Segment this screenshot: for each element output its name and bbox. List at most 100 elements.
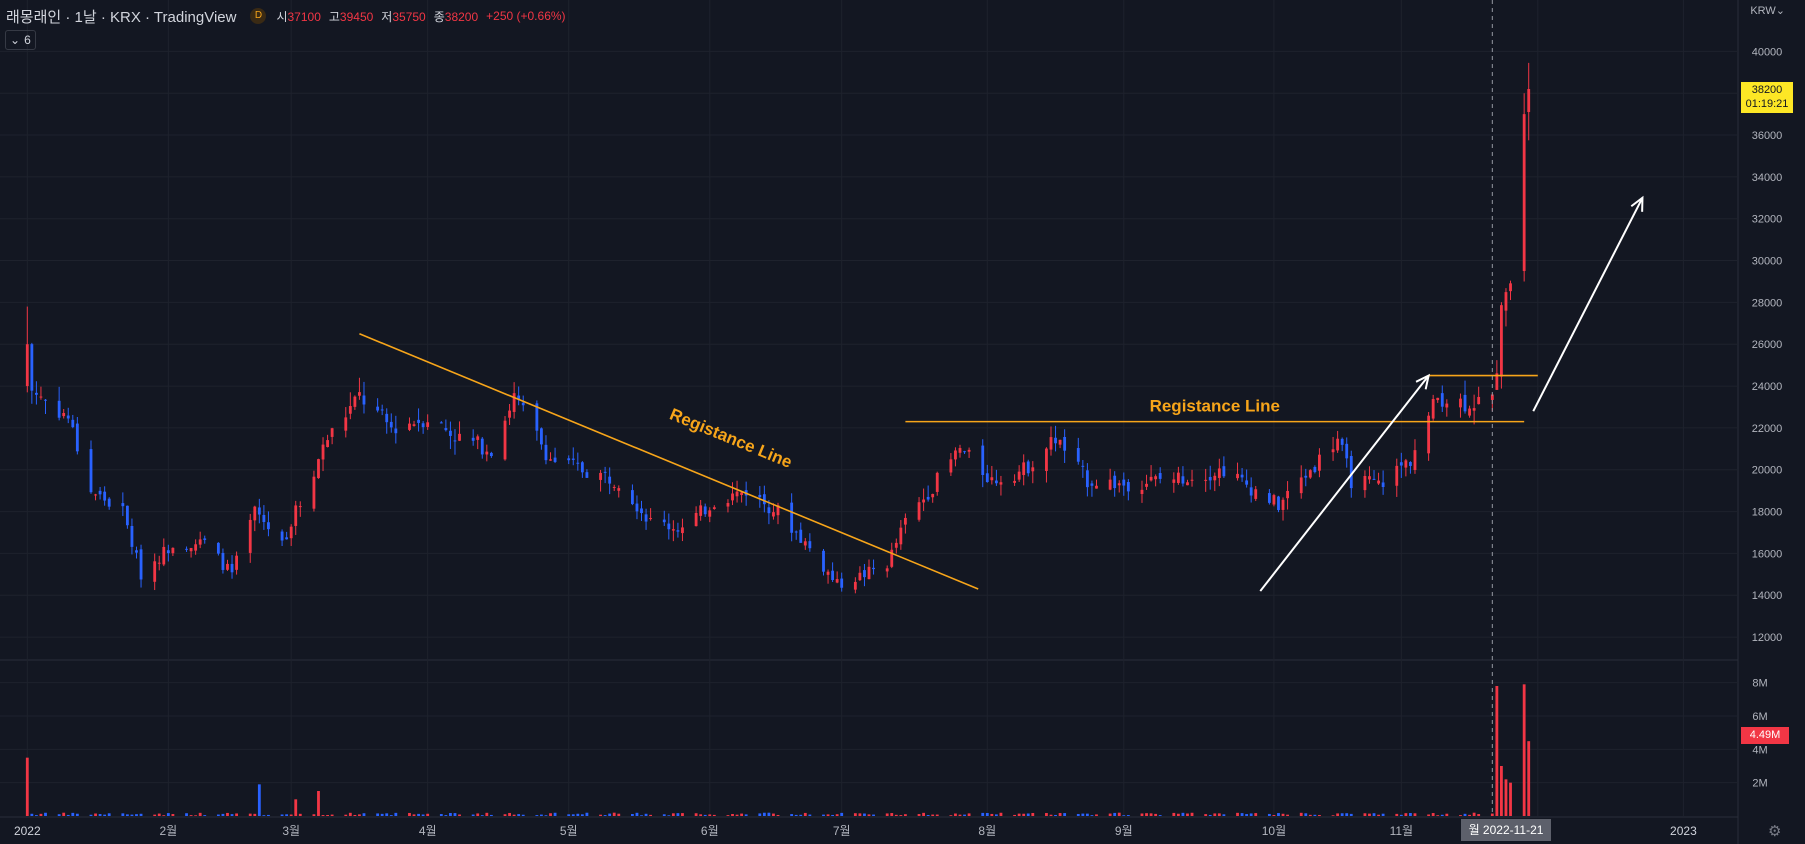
candle-body — [1345, 443, 1349, 459]
volume-tick-label: 2M — [1752, 778, 1767, 790]
candle-body — [585, 472, 589, 478]
volume-bar — [981, 812, 985, 816]
candle-body — [317, 459, 320, 479]
candle-body — [894, 542, 898, 548]
volume-bar — [1117, 812, 1121, 816]
candle-body — [790, 502, 794, 533]
volume-bar — [853, 813, 857, 816]
candle-body — [485, 451, 489, 455]
volume-bar — [544, 815, 548, 816]
candle-body — [421, 423, 425, 428]
ohlc-open: 시37100 — [276, 9, 321, 24]
candle-body — [1240, 474, 1244, 478]
volume-bar — [198, 812, 202, 816]
price-tick-label: 20000 — [1752, 465, 1783, 477]
volume-bar — [1204, 814, 1208, 816]
volume-bar — [708, 814, 712, 816]
volume-bar — [1054, 814, 1057, 816]
volume-bar — [1413, 813, 1417, 816]
market-status-badge[interactable]: D — [250, 8, 267, 24]
candle-body — [221, 552, 225, 570]
volume-bar — [458, 814, 461, 816]
volume-bar — [394, 812, 398, 816]
volume-bar — [1281, 813, 1285, 816]
candle-body — [1217, 468, 1221, 478]
volume-bar — [280, 814, 284, 816]
candle-body — [612, 486, 616, 488]
candle-body — [935, 472, 939, 492]
volume-bar — [512, 814, 516, 816]
candle-body — [1267, 493, 1271, 503]
volume-bar — [1122, 815, 1126, 816]
candle-body — [635, 503, 639, 512]
gear-icon[interactable]: ⚙ — [1768, 823, 1782, 840]
price-tick-label: 40000 — [1752, 46, 1783, 58]
volume-bar — [731, 813, 734, 816]
volume-tick-label: 6M — [1752, 711, 1767, 723]
volume-bar — [125, 814, 129, 816]
candle-body — [644, 514, 648, 522]
candle-body — [608, 476, 612, 484]
volume-bar — [1277, 813, 1280, 816]
volume-bar — [872, 814, 875, 816]
chevron-down-icon: ⌄ — [1775, 5, 1785, 17]
volume-bar — [740, 813, 744, 816]
volume-bar — [171, 814, 175, 816]
candle-body — [835, 579, 839, 583]
trend-arrow — [1259, 374, 1430, 592]
volume-bar — [867, 814, 871, 816]
volume-bar — [699, 814, 703, 816]
candle-body — [62, 413, 66, 417]
volume-bar — [571, 814, 575, 816]
volume-bar — [744, 814, 748, 816]
candle-body — [185, 548, 188, 550]
currency-selector[interactable]: KRW⌄ — [1750, 5, 1785, 17]
candle-body — [899, 527, 903, 545]
volume-bar — [1495, 686, 1499, 816]
candle-body — [194, 544, 198, 551]
volume-bar — [1267, 813, 1271, 816]
candle-body — [567, 458, 571, 461]
candle-body — [1222, 466, 1226, 477]
candle-body — [30, 344, 34, 391]
candle-body — [166, 550, 170, 554]
chart-grid — [0, 0, 1739, 844]
volume-bar — [958, 814, 962, 816]
time-tick-label: 3월 — [282, 824, 300, 838]
candle-body — [1304, 475, 1308, 478]
drawings-layer[interactable]: Registance Line Registance Line — [359, 0, 1644, 816]
candle-body — [580, 462, 584, 473]
volume-bar — [1213, 813, 1217, 816]
volume-bar — [489, 814, 493, 816]
candle-body — [1509, 283, 1512, 292]
volume-bar — [1445, 813, 1449, 816]
candle-body — [1504, 292, 1508, 311]
candle-body — [1245, 480, 1249, 485]
candle-body — [458, 433, 461, 441]
candle-body — [417, 419, 420, 423]
candle-body — [926, 496, 930, 500]
volume-bar — [1081, 813, 1085, 816]
volume-bar — [885, 813, 889, 816]
candle-body — [1286, 490, 1289, 499]
candle-body — [1299, 477, 1303, 494]
volume-bar — [1013, 814, 1017, 816]
volume-bar — [1108, 813, 1112, 816]
symbol-title[interactable]: 래몽래인 · 1날 · KRX · TradingView — [6, 8, 237, 26]
volume-bar — [1527, 741, 1531, 816]
volume-bar — [922, 812, 926, 816]
indicators-toggle-button[interactable]: ⌄ 6 — [5, 30, 36, 50]
candle-body — [1409, 462, 1412, 466]
price-tick-label: 14000 — [1752, 590, 1783, 602]
candle-body — [107, 498, 111, 507]
volume-bar — [926, 815, 930, 816]
volume-bar — [248, 813, 252, 816]
volume-bar — [1363, 813, 1367, 816]
volume-bar — [135, 814, 138, 816]
candle-body — [139, 549, 143, 580]
candle-body — [1204, 479, 1208, 481]
volume-bar — [1026, 813, 1030, 816]
price-tick-label: 26000 — [1752, 339, 1783, 351]
volume-bar — [803, 812, 807, 816]
